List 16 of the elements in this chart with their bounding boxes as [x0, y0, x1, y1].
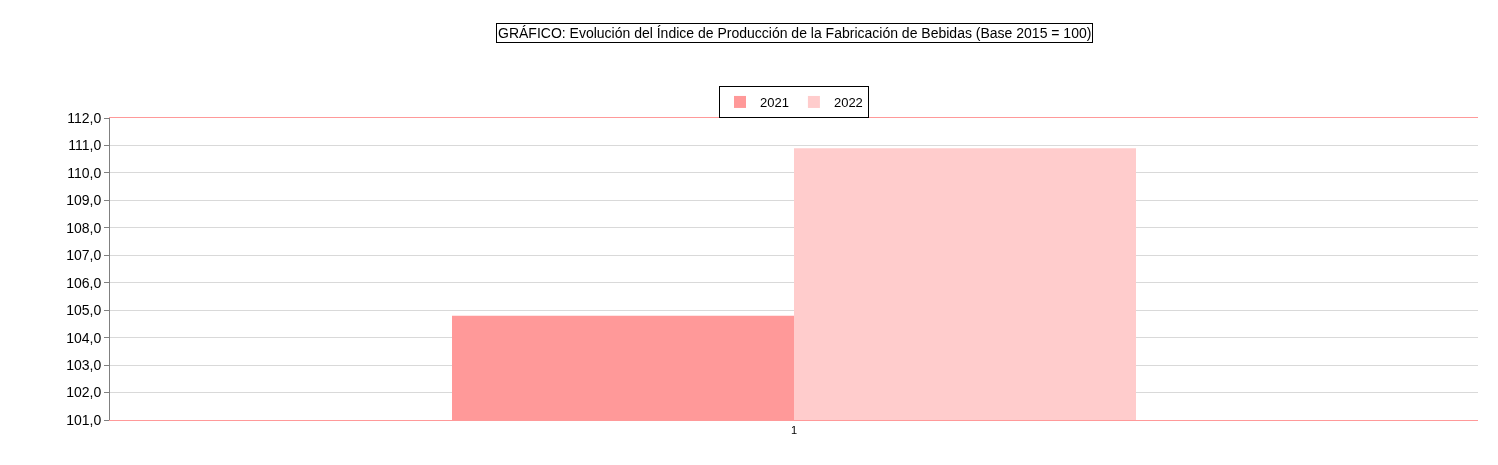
- y-tick-label: 105,0: [66, 302, 102, 319]
- legend-label: 2022: [833, 95, 863, 111]
- y-tick-label: 109,0: [66, 192, 102, 209]
- y-tick-label: 111,0: [68, 137, 102, 154]
- chart-title: GRÁFICO: Evolución del Índice de Producción de la Fabricación de Bebidas (Base 2015 = 100): [498, 25, 1092, 41]
- y-tick-label: 106,0: [66, 274, 102, 291]
- y-tick-label: 104,0: [66, 329, 102, 346]
- legend-label: 2021: [760, 95, 789, 111]
- y-tick-label: 102,0: [66, 384, 102, 401]
- y-tick-label: 107,0: [66, 247, 102, 264]
- x-tick-label: 1: [790, 424, 798, 437]
- y-tick-label: 110,0: [67, 164, 102, 181]
- y-tick-label: 101,0: [66, 411, 102, 428]
- y-tick-label: 103,0: [66, 356, 102, 373]
- y-tick-label: 112,0: [67, 109, 102, 126]
- y-tick-label: 108,0: [66, 219, 102, 236]
